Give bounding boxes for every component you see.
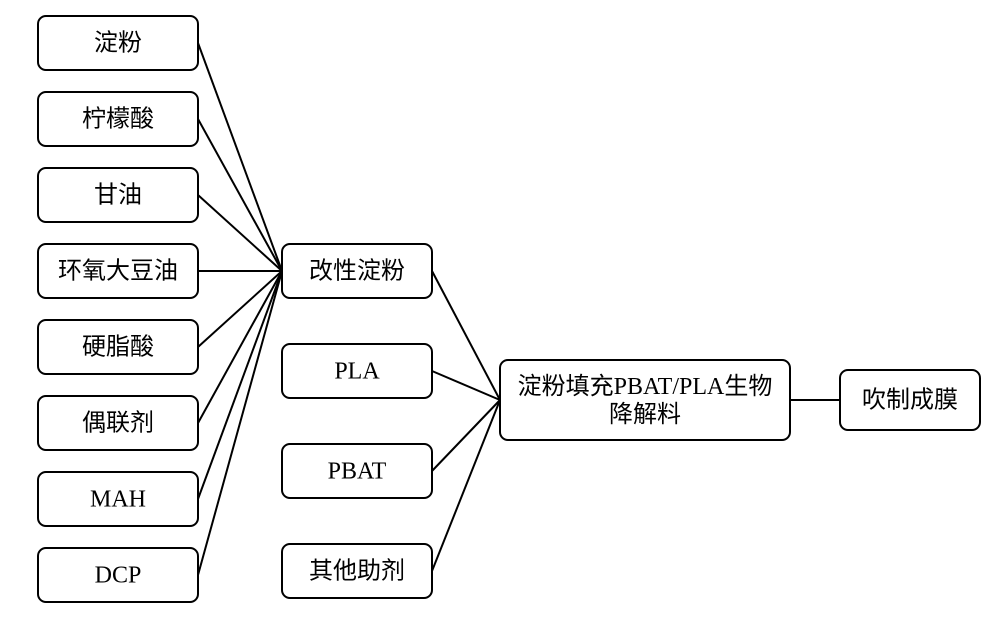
edge (432, 271, 500, 400)
node-n1: 淀粉 (38, 16, 198, 70)
node-label: 甘油 (94, 182, 142, 209)
node-m1: 改性淀粉 (282, 244, 432, 298)
edge (198, 43, 282, 271)
node-m4: 其他助剂 (282, 544, 432, 598)
node-n7: MAH (38, 472, 198, 526)
node-label: 环氧大豆油 (58, 258, 178, 285)
node-label: PLA (334, 359, 380, 385)
edge (432, 400, 500, 471)
node-label: 偶联剂 (82, 410, 154, 437)
flowchart-canvas: 淀粉柠檬酸甘油环氧大豆油硬脂酸偶联剂 MAH DCP 改性淀粉 PLA PBAT 其他助剂 淀… (0, 0, 1000, 639)
node-n6: 偶联剂 (38, 396, 198, 450)
edge (198, 195, 282, 271)
node-n2: 柠檬酸 (38, 92, 198, 146)
node-r1: 淀粉填充PBAT/PLA生物降解料 (500, 360, 790, 440)
node-label: 吹制成膜 (862, 387, 958, 414)
node-label: DCP (95, 563, 142, 589)
node-label: MAH (90, 487, 146, 513)
edge (198, 271, 282, 575)
edge (198, 271, 282, 499)
node-m2: PLA (282, 344, 432, 398)
node-n5: 硬脂酸 (38, 320, 198, 374)
node-n3: 甘油 (38, 168, 198, 222)
edge (198, 271, 282, 347)
edge (198, 271, 282, 423)
node-n8: DCP (38, 548, 198, 602)
node-label: 柠檬酸 (82, 106, 154, 133)
node-label: 其他助剂 (309, 558, 405, 585)
edge (432, 400, 500, 571)
node-label: 淀粉 (94, 30, 142, 57)
edge (198, 119, 282, 271)
node-label: PBAT (328, 459, 387, 485)
node-m3: PBAT (282, 444, 432, 498)
edge (432, 371, 500, 400)
node-label: 改性淀粉 (309, 258, 405, 285)
node-n4: 环氧大豆油 (38, 244, 198, 298)
node-rect (500, 360, 790, 440)
node-o1: 吹制成膜 (840, 370, 980, 430)
node-label: 硬脂酸 (82, 334, 154, 361)
